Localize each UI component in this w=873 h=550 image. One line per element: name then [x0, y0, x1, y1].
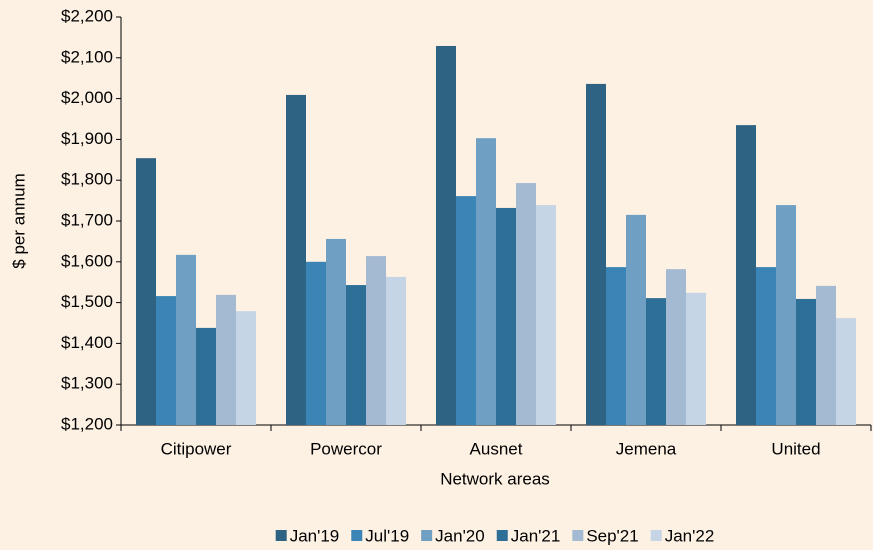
bar [456, 196, 476, 425]
bar [196, 327, 216, 425]
bar [386, 276, 406, 425]
y-tick-label: $1,200 [61, 414, 113, 433]
y-tick-label: $1,700 [61, 210, 113, 229]
bar [836, 318, 856, 425]
legend-swatch [351, 530, 363, 541]
bar [606, 267, 626, 425]
bar [646, 298, 666, 425]
bar [436, 45, 456, 426]
bar [346, 285, 366, 425]
bar [626, 214, 646, 425]
x-tick-label: Ausnet [470, 439, 523, 458]
bar [536, 205, 556, 425]
legend-swatch [496, 530, 508, 541]
y-tick-label: $1,900 [61, 129, 113, 148]
bar [216, 294, 236, 425]
bar [326, 238, 346, 425]
bar [816, 285, 836, 425]
bar [736, 125, 756, 426]
bar [666, 269, 686, 425]
bar [236, 311, 256, 425]
bar [306, 261, 326, 425]
y-tick-label: $1,800 [61, 170, 113, 189]
y-tick-label: $2,000 [61, 88, 113, 107]
bar [366, 256, 386, 425]
x-tick-label: United [771, 439, 820, 458]
legend-swatch [421, 530, 433, 541]
legend-label: Sep'21 [586, 526, 638, 545]
y-tick-label: $1,400 [61, 333, 113, 352]
legend-label: Jan'19 [290, 526, 340, 545]
legend-swatch [650, 530, 662, 541]
legend-label: Jul'19 [365, 526, 409, 545]
bar [176, 254, 196, 425]
bar [686, 292, 706, 425]
legend-swatch [275, 530, 287, 541]
bar [586, 83, 606, 426]
bar [136, 158, 156, 425]
y-tick-label: $1,600 [61, 251, 113, 270]
bar [756, 267, 776, 425]
bar [496, 207, 516, 425]
bar [286, 94, 306, 425]
x-tick-label: Citipower [161, 439, 232, 458]
legend-label: Jan'20 [435, 526, 485, 545]
bar [156, 296, 176, 425]
y-tick-label: $2,100 [61, 47, 113, 66]
x-axis-label: Network areas [440, 469, 550, 488]
legend-label: Jan'22 [665, 526, 715, 545]
bar [776, 205, 796, 425]
bar [476, 138, 496, 425]
x-tick-label: Powercor [310, 439, 382, 458]
legend-swatch [572, 530, 584, 541]
y-tick-label: $1,500 [61, 292, 113, 311]
y-tick-label: $1,300 [61, 374, 113, 393]
y-tick-label: $2,200 [61, 6, 113, 25]
legend-label: Jan'21 [511, 526, 561, 545]
y-axis-label: $ per annum [9, 173, 28, 268]
x-tick-label: Jemena [616, 439, 677, 458]
bar [796, 298, 816, 425]
bar [516, 183, 536, 425]
